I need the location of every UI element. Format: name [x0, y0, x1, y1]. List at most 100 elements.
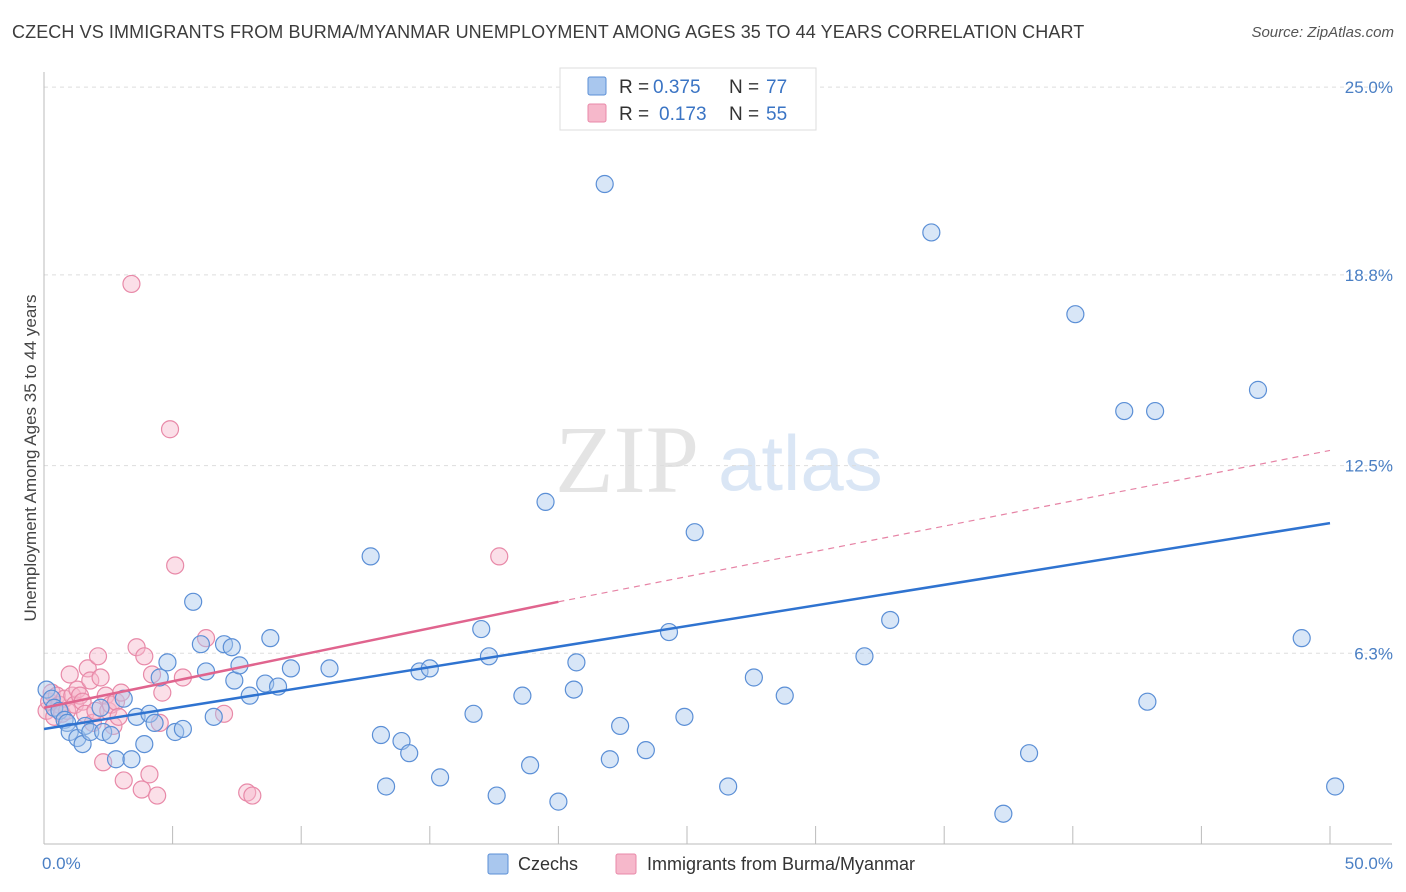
watermark-atlas: atlas [718, 419, 883, 507]
czechs-point-51 [513, 686, 532, 705]
czechs-point-71 [1019, 744, 1039, 763]
burma-point-38 [150, 713, 169, 733]
czechs-point-72 [1066, 305, 1085, 324]
bottom-legend-czechs-label: Czechs [518, 854, 578, 874]
czechs-point-21 [150, 668, 169, 687]
legend-burma-n-value: 55 [766, 104, 787, 125]
burma-point-34 [135, 647, 154, 666]
czechs-point-40 [371, 725, 391, 745]
y-tick-labels: 6.3% 12.5% 18.8% 25.0% [1345, 78, 1393, 663]
czechs-point-56 [564, 680, 583, 699]
czechs-point-55 [567, 653, 586, 672]
bottom-legend-burma-label: Immigrants from Burma/Myanmar [647, 854, 915, 874]
czechs-point-22 [158, 653, 177, 672]
czechs-point-37 [261, 629, 280, 648]
czechs-point-70 [994, 804, 1013, 823]
y-tick-label-1: 12.5% [1345, 457, 1393, 476]
burma-point-21 [91, 668, 110, 687]
czechs-point-20 [145, 713, 164, 733]
burma-point-30 [114, 771, 133, 790]
y-tick-label-2: 18.8% [1345, 266, 1393, 285]
czechs-point-15 [122, 750, 141, 769]
czechs-point-26 [184, 592, 203, 611]
czechs-point-66 [775, 686, 794, 705]
chart-title: CZECH VS IMMIGRANTS FROM BURMA/MYANMAR U… [12, 22, 1085, 42]
x-tick-marks [43, 826, 1331, 844]
trend-lines [43, 449, 1331, 731]
czechs-point-73 [1115, 401, 1134, 421]
burma-point-33 [132, 780, 151, 799]
czechs-point-28 [196, 662, 216, 681]
watermark-zip: ZIP [555, 406, 699, 513]
czechs-point-39 [361, 547, 380, 566]
y-tick-label-0: 6.3% [1354, 644, 1393, 663]
czechs-point-10 [81, 722, 100, 742]
burma-trend-line [43, 600, 559, 709]
czechs-point-63 [685, 523, 704, 542]
legend-burma-swatch [587, 103, 607, 123]
burma-point-32 [127, 638, 146, 657]
czechs-point-67 [855, 647, 874, 666]
czechs-point-78 [1326, 777, 1345, 796]
legend-burma-r-value: 0.173 [659, 104, 707, 125]
burma-point-20 [88, 647, 108, 666]
legend-czechs-n-value: 77 [766, 77, 787, 98]
czechs-point-65 [744, 668, 763, 687]
czechs-trend-line [43, 521, 1331, 731]
czechs-point-11 [91, 698, 110, 717]
burma-point-40 [160, 420, 180, 439]
czechs-point-59 [611, 716, 630, 736]
czechs-point-69 [922, 223, 941, 242]
burma-point-35 [140, 765, 159, 784]
x-tick-label-1: 50.0% [1345, 854, 1393, 873]
burma-point-31 [122, 274, 141, 294]
burma-point-41 [166, 556, 185, 575]
czechs-point-58 [595, 174, 614, 194]
czechs-point-64 [719, 777, 738, 796]
czechs-point-32 [222, 638, 241, 657]
burma-point-47 [490, 547, 509, 566]
czechs-point-38 [320, 659, 339, 678]
czechs-point-13 [101, 725, 120, 745]
czechs-point-77 [1292, 629, 1311, 648]
burma-point-39 [153, 683, 172, 702]
czechs-point-68 [881, 610, 900, 630]
czechs-point-75 [1138, 692, 1157, 711]
czechs-point-61 [659, 622, 679, 642]
czechs-point-0 [37, 680, 56, 699]
czechs-point-47 [472, 619, 491, 639]
burma-point-46 [243, 786, 262, 805]
legend-burma-n-label: N = [729, 104, 759, 125]
czechs-point-74 [1146, 401, 1165, 421]
watermark: ZIP atlas [555, 406, 883, 513]
burma-point-45 [238, 783, 257, 802]
legend-czechs-r-value: 0.375 [653, 77, 701, 98]
czechs-point-46 [430, 768, 450, 787]
czechs-point-48 [464, 704, 483, 723]
y-axis-label: Unemployment Among Ages 35 to 44 years [21, 295, 40, 622]
czechs-point-24 [173, 719, 192, 739]
legend: R = 0.375 N = 77 R = 0.173 N = 55 [559, 67, 817, 131]
czechs-point-36 [281, 659, 301, 678]
y-tick-label-3: 25.0% [1345, 78, 1393, 97]
czechs-point-76 [1248, 380, 1268, 399]
gridlines [44, 86, 1392, 654]
czechs-point-62 [675, 707, 694, 726]
burma-point-17 [81, 671, 100, 690]
legend-czechs-r-label: R = [619, 77, 649, 98]
bottom-legend-burma-swatch [615, 853, 637, 875]
czechs-point-50 [487, 786, 506, 805]
legend-czechs-swatch [587, 76, 607, 96]
source-credit: Source: ZipAtlas.com [1251, 24, 1394, 41]
legend-czechs-n-label: N = [729, 77, 759, 98]
czechs-point-53 [536, 492, 555, 511]
burma-point-9 [60, 665, 79, 684]
czechs-point-43 [400, 744, 419, 763]
czechs-point-18 [135, 734, 154, 754]
czechs-point-57 [600, 750, 619, 769]
bottom-legend: Czechs Immigrants from Burma/Myanmar [487, 853, 915, 875]
burma-point-44 [214, 704, 234, 723]
czechs-point-30 [225, 671, 244, 690]
bottom-legend-czechs-swatch [487, 853, 509, 875]
